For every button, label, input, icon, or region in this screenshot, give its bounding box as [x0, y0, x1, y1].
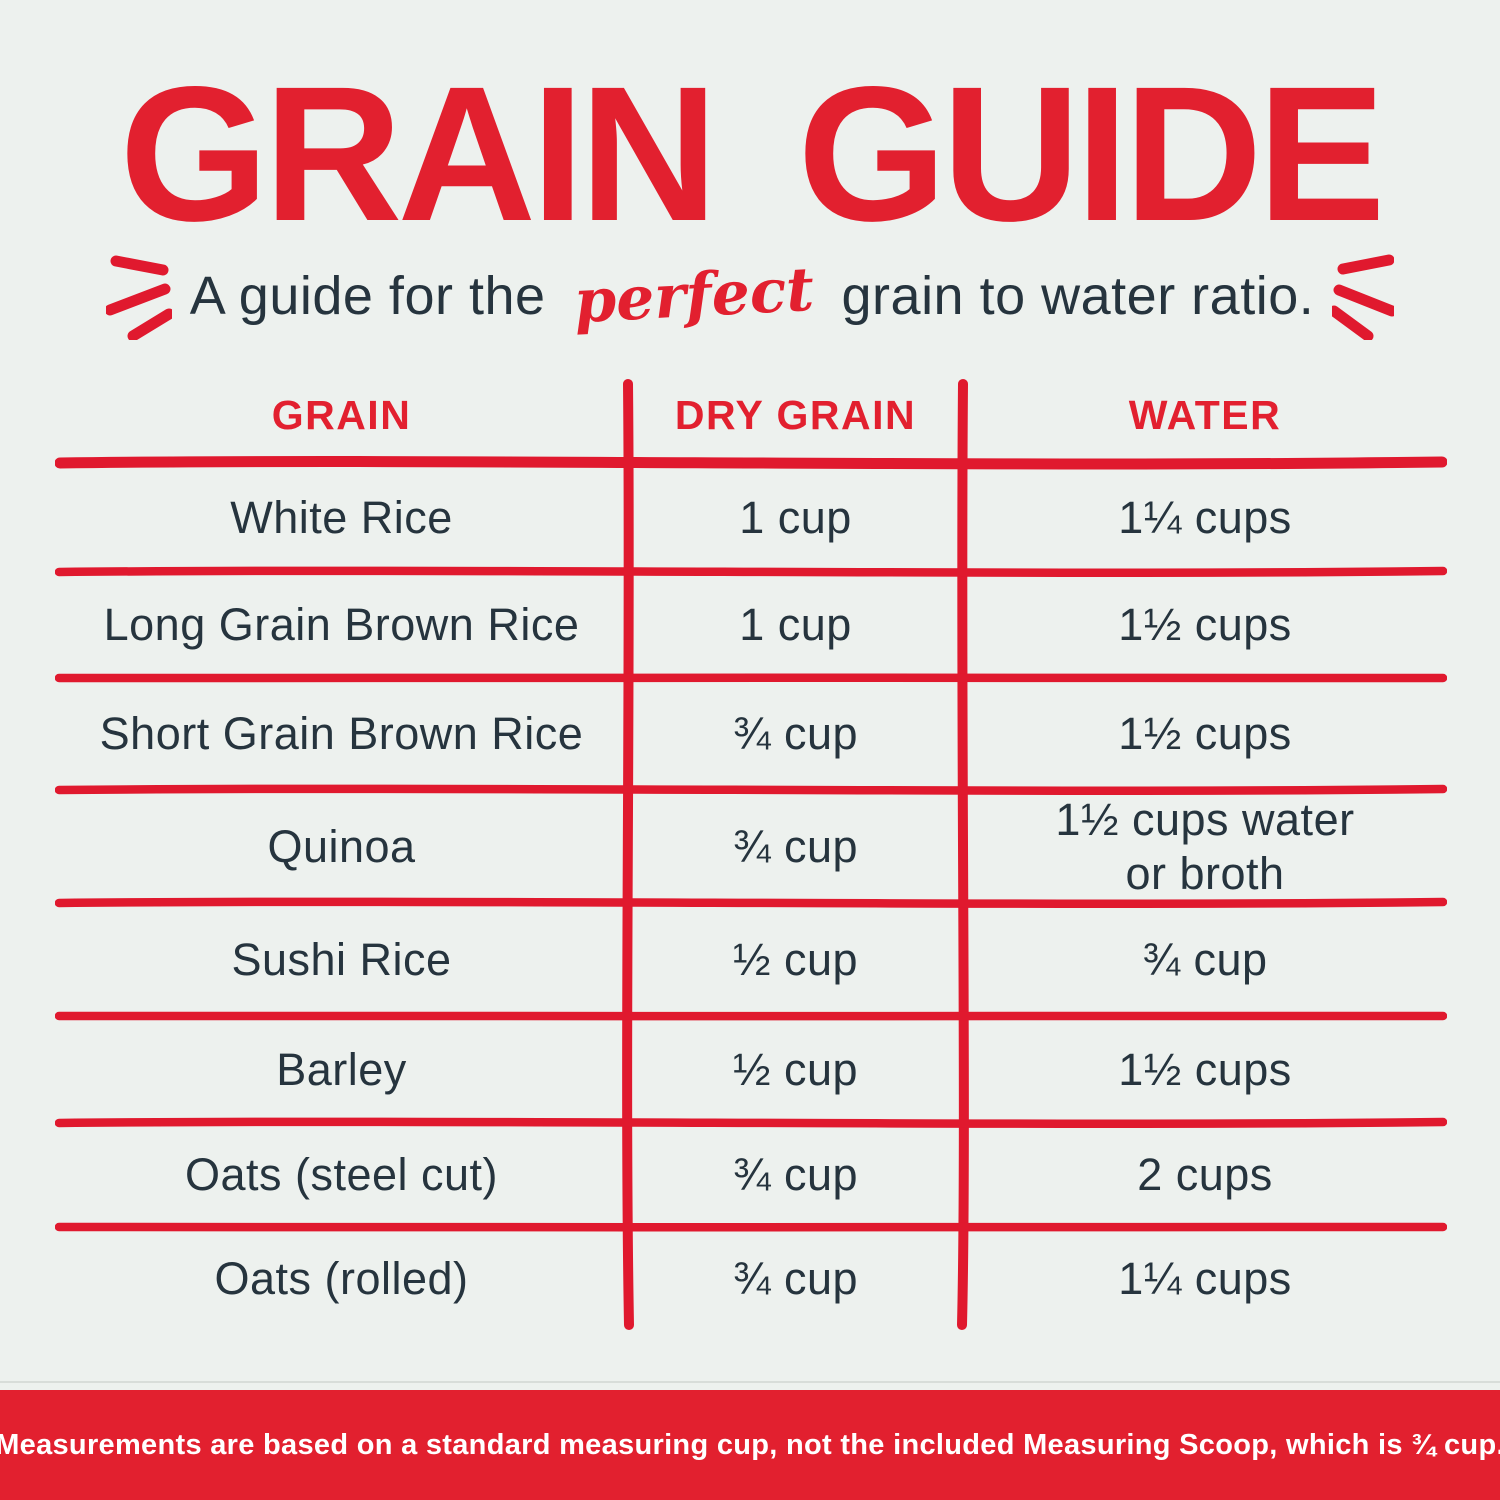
water-cell: 1¼ cups — [1118, 1252, 1292, 1304]
table-header-row: GRAIN DRY GRAIN WATER — [55, 375, 1447, 463]
table-body: White Rice 1 cup 1¼ cups Long Grain Brow… — [55, 463, 1447, 1330]
dry-grain-cell: 1 cup — [739, 491, 852, 543]
table-row: Short Grain Brown Rice ¾ cup 1½ cups — [55, 678, 1447, 790]
table-row: Quinoa ¾ cup 1½ cups water or broth — [55, 790, 1447, 903]
table-row: Barley ½ cup 1½ cups — [55, 1016, 1447, 1123]
grain-cell: Barley — [276, 1043, 407, 1095]
subtitle-highlight: perfect — [571, 254, 816, 338]
footer-note: Measurements are based on a standard mea… — [0, 1428, 1500, 1461]
dry-grain-cell: 1 cup — [739, 599, 852, 651]
grain-cell: Oats (rolled) — [214, 1252, 469, 1304]
water-cell: 1¼ cups — [1118, 491, 1292, 543]
subtitle-suffix: grain to water ratio. — [841, 266, 1315, 326]
dry-grain-cell: ¾ cup — [732, 708, 859, 760]
dry-grain-cell: ½ cup — [732, 933, 859, 985]
water-cell: 1½ cups — [1118, 1043, 1292, 1095]
grain-cell: Sushi Rice — [231, 933, 452, 985]
grain-cell: Short Grain Brown Rice — [99, 708, 584, 760]
subtitle: A guide for the perfect grain to water r… — [0, 250, 1500, 342]
grain-ratio-table: GRAIN DRY GRAIN WATER White Rice 1 cup 1… — [55, 375, 1447, 1335]
table-row: Long Grain Brown Rice 1 cup 1½ cups — [55, 572, 1447, 678]
column-header-water: WATER — [1128, 391, 1282, 438]
water-cell: 1½ cups water or broth — [1055, 794, 1355, 899]
dry-grain-cell: ¾ cup — [732, 1149, 859, 1201]
footer-note-bar: Measurements are based on a standard mea… — [0, 1390, 1500, 1500]
water-cell: 1½ cups — [1118, 708, 1292, 760]
table-row: White Rice 1 cup 1¼ cups — [55, 463, 1447, 572]
emphasis-burst-right-icon — [1332, 254, 1395, 340]
emphasis-burst-left-icon — [105, 255, 172, 340]
column-header-dry-grain: DRY GRAIN — [674, 391, 917, 438]
grain-cell: Long Grain Brown Rice — [103, 599, 580, 651]
water-cell: ¾ cup — [1142, 933, 1268, 985]
subtitle-prefix: A guide for the — [189, 266, 546, 326]
dry-grain-cell: ¾ cup — [732, 820, 859, 872]
table-row: Oats (steel cut) ¾ cup 2 cups — [55, 1123, 1447, 1227]
water-cell: 2 cups — [1137, 1149, 1273, 1201]
table-row: Sushi Rice ½ cup ¾ cup — [55, 903, 1447, 1016]
grain-cell: Quinoa — [267, 820, 416, 872]
grain-cell: White Rice — [230, 491, 453, 543]
water-cell: 1½ cups — [1118, 599, 1292, 651]
dry-grain-cell: ¾ cup — [732, 1252, 859, 1304]
grain-cell: Oats (steel cut) — [184, 1149, 499, 1201]
table-row: Oats (rolled) ¾ cup 1¼ cups — [55, 1227, 1447, 1330]
footer-divider — [0, 1381, 1500, 1383]
dry-grain-cell: ½ cup — [732, 1043, 859, 1095]
page-title: GRAIN GUIDE — [119, 46, 1385, 261]
column-header-grain: GRAIN — [271, 391, 412, 438]
